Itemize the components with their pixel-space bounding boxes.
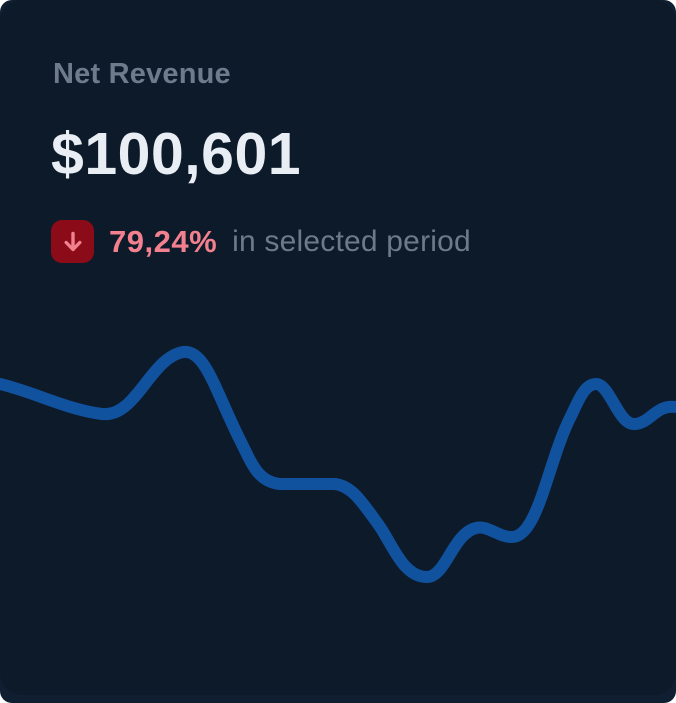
arrow-down-icon (60, 229, 86, 255)
card-title: Net Revenue (53, 58, 231, 90)
revenue-sparkline-path (0, 345, 676, 583)
change-percent: 79,24% (109, 223, 218, 259)
change-badge (51, 220, 94, 263)
change-row: 79,24% in selected period (51, 220, 471, 263)
revenue-value: $100,601 (51, 121, 302, 187)
change-caption: in selected period (232, 224, 471, 258)
